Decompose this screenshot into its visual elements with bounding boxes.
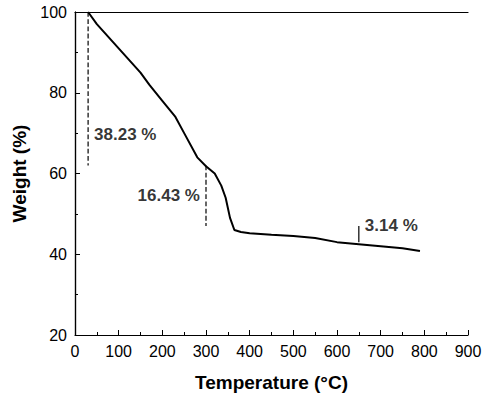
svg-text:0: 0 xyxy=(71,343,80,360)
svg-text:3.14 %: 3.14 % xyxy=(365,216,418,235)
svg-text:100: 100 xyxy=(105,343,132,360)
svg-text:60: 60 xyxy=(49,165,67,182)
svg-text:700: 700 xyxy=(367,343,394,360)
svg-text:Weight (%): Weight (%) xyxy=(9,125,30,223)
svg-text:38.23 %: 38.23 % xyxy=(94,125,156,144)
svg-text:80: 80 xyxy=(49,84,67,101)
svg-text:16.43 %: 16.43 % xyxy=(138,186,200,205)
svg-text:20: 20 xyxy=(49,327,67,344)
svg-text:500: 500 xyxy=(280,343,307,360)
svg-text:Temperature (°C): Temperature (°C) xyxy=(195,372,348,393)
svg-text:600: 600 xyxy=(324,343,351,360)
svg-text:40: 40 xyxy=(49,246,67,263)
svg-text:900: 900 xyxy=(455,343,482,360)
svg-text:100: 100 xyxy=(40,4,67,21)
svg-text:400: 400 xyxy=(236,343,263,360)
svg-text:200: 200 xyxy=(149,343,176,360)
svg-text:800: 800 xyxy=(411,343,438,360)
svg-text:300: 300 xyxy=(193,343,220,360)
